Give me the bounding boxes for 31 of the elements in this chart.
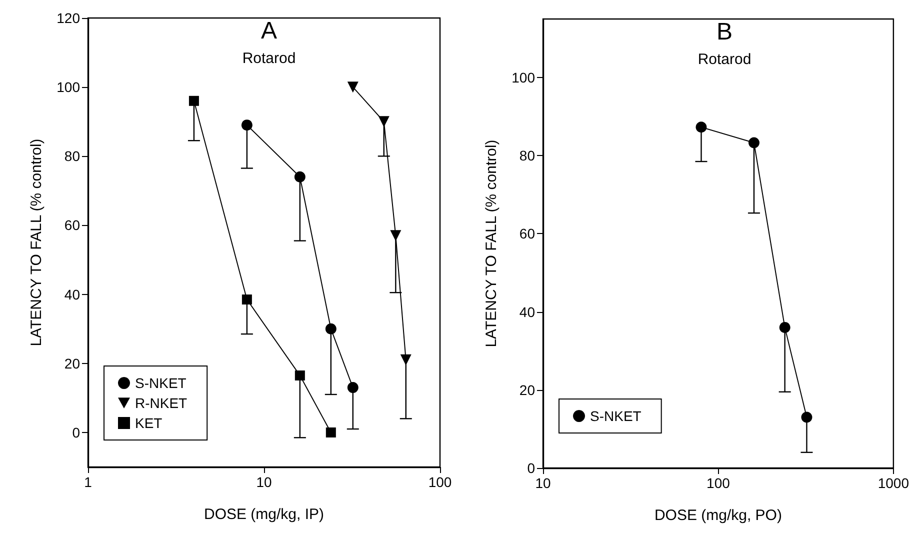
- y-tick-label: 80: [519, 148, 536, 164]
- y-tick-label: 60: [519, 226, 536, 242]
- y-tick-label: 100: [56, 79, 80, 96]
- x-tick-label: 100: [428, 474, 452, 490]
- legend-label: S-NKET: [590, 408, 642, 424]
- x-tick-label: 100: [706, 475, 730, 491]
- x-tick-label: 10: [256, 474, 272, 490]
- y-tick-label: 40: [64, 286, 80, 302]
- x-axis-title: DOSE (mg/kg, PO): [654, 507, 782, 524]
- x-axis-title: DOSE (mg/kg, IP): [204, 506, 324, 523]
- y-tick-label: 120: [56, 10, 80, 26]
- text: Rotarod: [242, 50, 296, 67]
- y-tick-label: 20: [519, 382, 536, 398]
- y-tick-label: 0: [527, 460, 536, 476]
- chart-title: A: [260, 18, 278, 44]
- chart-title: B: [716, 18, 733, 46]
- x-tick-label: 10: [535, 475, 551, 491]
- legend-label: KET: [135, 415, 163, 431]
- y-axis-title: LATENCY TO FALL (% control): [483, 140, 500, 348]
- y-tick-label: 40: [519, 304, 536, 320]
- legend-label: S-NKET: [135, 375, 187, 391]
- y-tick-label: 20: [64, 355, 80, 372]
- y-tick-label: 0: [72, 424, 80, 440]
- text: Rotarod: [698, 51, 752, 68]
- x-tick-label: 1000: [878, 475, 910, 491]
- y-tick-label: 100: [512, 70, 536, 86]
- legend-label: R-NKET: [135, 395, 188, 411]
- y-axis-title: LATENCY TO FALL (% control): [28, 138, 45, 346]
- y-tick-label: 80: [64, 148, 80, 164]
- y-tick-label: 60: [64, 217, 80, 234]
- x-tick-label: 1: [84, 474, 92, 490]
